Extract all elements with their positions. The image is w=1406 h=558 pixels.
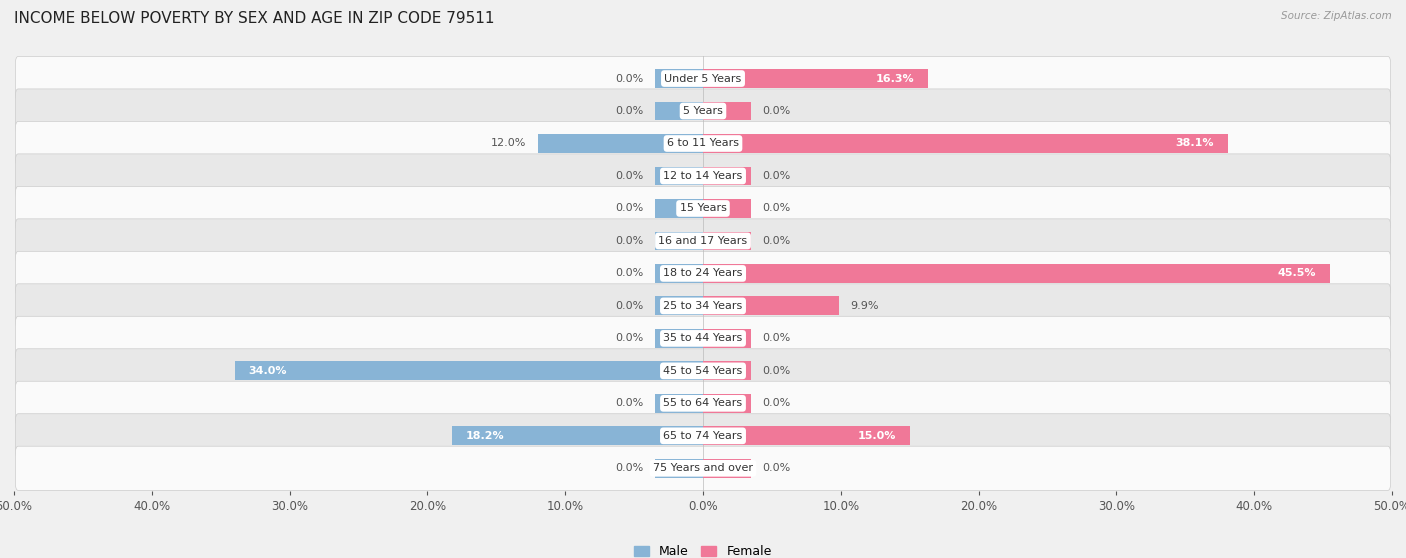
- Text: 0.0%: 0.0%: [616, 463, 644, 473]
- Text: Source: ZipAtlas.com: Source: ZipAtlas.com: [1281, 11, 1392, 21]
- Text: 0.0%: 0.0%: [762, 236, 790, 246]
- Text: 0.0%: 0.0%: [616, 74, 644, 84]
- FancyBboxPatch shape: [15, 446, 1391, 490]
- Text: INCOME BELOW POVERTY BY SEX AND AGE IN ZIP CODE 79511: INCOME BELOW POVERTY BY SEX AND AGE IN Z…: [14, 11, 495, 26]
- Text: 5 Years: 5 Years: [683, 106, 723, 116]
- Bar: [655, 296, 703, 315]
- Text: 6 to 11 Years: 6 to 11 Years: [666, 138, 740, 148]
- Text: 0.0%: 0.0%: [762, 204, 790, 214]
- Text: 0.0%: 0.0%: [616, 171, 644, 181]
- Text: 18 to 24 Years: 18 to 24 Years: [664, 268, 742, 278]
- Bar: [655, 459, 703, 478]
- Bar: [703, 69, 928, 88]
- Bar: [655, 199, 703, 218]
- Text: 9.9%: 9.9%: [851, 301, 879, 311]
- Bar: [703, 134, 1227, 153]
- Bar: [703, 199, 751, 218]
- Bar: [703, 459, 751, 478]
- Text: 45.5%: 45.5%: [1278, 268, 1316, 278]
- Text: 0.0%: 0.0%: [762, 366, 790, 376]
- FancyBboxPatch shape: [15, 219, 1391, 263]
- Bar: [655, 329, 703, 348]
- Bar: [703, 426, 910, 445]
- FancyBboxPatch shape: [15, 316, 1391, 360]
- Text: 0.0%: 0.0%: [762, 106, 790, 116]
- Text: 0.0%: 0.0%: [762, 463, 790, 473]
- Text: 35 to 44 Years: 35 to 44 Years: [664, 333, 742, 343]
- FancyBboxPatch shape: [15, 381, 1391, 425]
- Text: 15.0%: 15.0%: [858, 431, 896, 441]
- FancyBboxPatch shape: [15, 89, 1391, 133]
- Bar: [453, 426, 703, 445]
- Text: 45 to 54 Years: 45 to 54 Years: [664, 366, 742, 376]
- Text: Under 5 Years: Under 5 Years: [665, 74, 741, 84]
- Bar: [655, 69, 703, 88]
- FancyBboxPatch shape: [15, 122, 1391, 166]
- Text: 0.0%: 0.0%: [616, 268, 644, 278]
- Bar: [703, 232, 751, 251]
- FancyBboxPatch shape: [15, 349, 1391, 393]
- Text: 38.1%: 38.1%: [1175, 138, 1215, 148]
- Text: 25 to 34 Years: 25 to 34 Years: [664, 301, 742, 311]
- Text: 16 and 17 Years: 16 and 17 Years: [658, 236, 748, 246]
- Text: 75 Years and over: 75 Years and over: [652, 463, 754, 473]
- Bar: [703, 166, 751, 185]
- Bar: [235, 362, 703, 381]
- Bar: [655, 394, 703, 413]
- Text: 18.2%: 18.2%: [465, 431, 505, 441]
- FancyBboxPatch shape: [15, 284, 1391, 328]
- Text: 0.0%: 0.0%: [762, 171, 790, 181]
- Bar: [655, 232, 703, 251]
- Text: 0.0%: 0.0%: [616, 204, 644, 214]
- Bar: [703, 362, 751, 381]
- Text: 12 to 14 Years: 12 to 14 Years: [664, 171, 742, 181]
- Bar: [703, 394, 751, 413]
- Bar: [655, 166, 703, 185]
- Text: 0.0%: 0.0%: [762, 333, 790, 343]
- Text: 15 Years: 15 Years: [679, 204, 727, 214]
- Text: 0.0%: 0.0%: [616, 301, 644, 311]
- Bar: [655, 264, 703, 283]
- Legend: Male, Female: Male, Female: [630, 540, 776, 558]
- Text: 0.0%: 0.0%: [762, 398, 790, 408]
- FancyBboxPatch shape: [15, 154, 1391, 198]
- Text: 0.0%: 0.0%: [616, 106, 644, 116]
- Bar: [703, 102, 751, 121]
- FancyBboxPatch shape: [15, 251, 1391, 296]
- Text: 0.0%: 0.0%: [616, 236, 644, 246]
- FancyBboxPatch shape: [15, 413, 1391, 458]
- Bar: [703, 296, 839, 315]
- Text: 12.0%: 12.0%: [491, 138, 527, 148]
- Text: 16.3%: 16.3%: [875, 74, 914, 84]
- Text: 0.0%: 0.0%: [616, 398, 644, 408]
- FancyBboxPatch shape: [15, 56, 1391, 100]
- Bar: [703, 329, 751, 348]
- Bar: [537, 134, 703, 153]
- Text: 34.0%: 34.0%: [249, 366, 287, 376]
- Bar: [703, 264, 1330, 283]
- Text: 55 to 64 Years: 55 to 64 Years: [664, 398, 742, 408]
- Text: 0.0%: 0.0%: [616, 333, 644, 343]
- Text: 65 to 74 Years: 65 to 74 Years: [664, 431, 742, 441]
- FancyBboxPatch shape: [15, 186, 1391, 230]
- Bar: [655, 102, 703, 121]
